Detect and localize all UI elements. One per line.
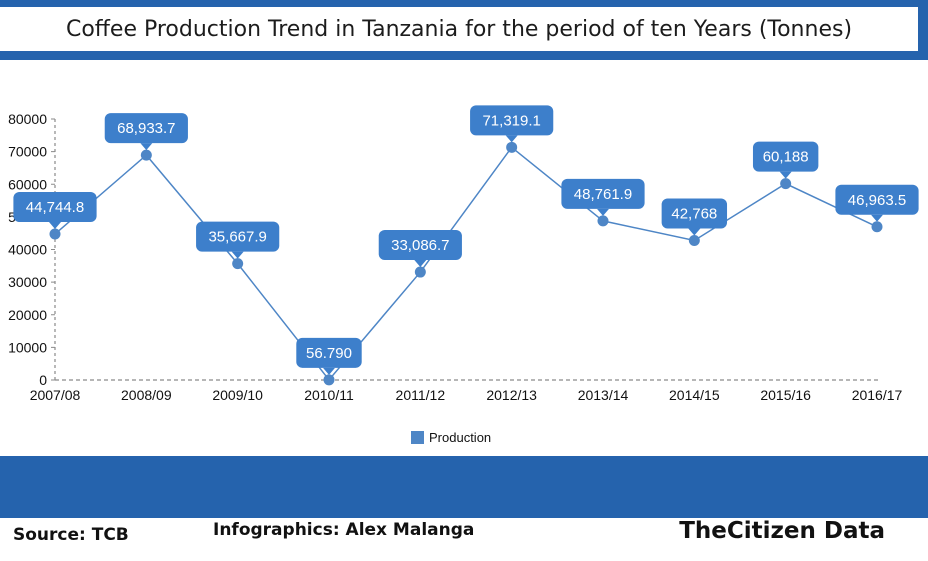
legend: Production — [411, 430, 491, 445]
chart-area: 0100002000030000400005000060000700008000… — [0, 60, 928, 456]
x-tick-label: 2010/11 — [304, 387, 354, 403]
data-point — [232, 258, 244, 270]
y-tick-label: 0 — [39, 372, 47, 388]
x-tick-label: 2014/15 — [669, 387, 720, 403]
data-label-text: 33,086.7 — [391, 237, 449, 254]
data-label-box — [661, 198, 728, 229]
x-tick-label: 2007/08 — [30, 387, 81, 403]
data-label-text: 56.790 — [306, 345, 352, 362]
x-tick-label: 2012/13 — [486, 387, 537, 403]
y-tick-label: 30000 — [8, 274, 47, 290]
data-label-box — [378, 230, 462, 261]
infographics-credit: Infographics: Alex Malanga — [213, 520, 475, 540]
data-label-text: 68,933.7 — [117, 120, 175, 137]
x-tick-label: 2008/09 — [121, 387, 172, 403]
data-point — [597, 215, 609, 227]
x-tick-label: 2016/17 — [852, 387, 903, 403]
data-label-pointer — [779, 171, 792, 179]
data-label-callout: 46,963.5 — [835, 184, 919, 222]
data-point — [414, 266, 426, 278]
data-label-callout: 56.790 — [296, 337, 362, 375]
data-label-callout: 42,768 — [661, 198, 728, 236]
data-label-callout: 60,188 — [752, 141, 819, 179]
data-points — [49, 141, 883, 386]
x-tick-label: 2015/16 — [760, 387, 811, 403]
title-bar: Coffee Production Trend in Tanzania for … — [0, 7, 918, 51]
x-tick-label: 2013/14 — [578, 387, 629, 403]
y-tick-label: 40000 — [8, 242, 47, 258]
data-label-pointer — [505, 135, 518, 143]
data-label-pointer — [323, 367, 335, 375]
data-label-text: 60,188 — [763, 149, 809, 166]
data-point — [688, 234, 700, 246]
chart-title: Coffee Production Trend in Tanzania for … — [65, 16, 853, 42]
brand-logo-text: TheCitizen Data — [679, 518, 885, 544]
data-label-pointer — [597, 208, 609, 216]
data-point — [780, 178, 792, 190]
data-label-callout: 71,319.1 — [470, 105, 554, 143]
data-label-pointer — [414, 260, 427, 268]
data-point — [871, 221, 883, 233]
data-label-box — [104, 113, 188, 144]
source-credit: Source: TCB — [13, 525, 129, 545]
legend-swatch — [411, 431, 424, 444]
data-point — [49, 228, 61, 240]
data-label-pointer — [140, 143, 153, 151]
data-label-callout: 48,761.9 — [561, 178, 645, 216]
data-label-text: 42,768 — [671, 205, 717, 222]
data-label-callout: 68,933.7 — [104, 113, 188, 151]
data-label-callout: 35,667.9 — [196, 221, 280, 259]
data-label-pointer — [231, 251, 244, 259]
data-label-box — [196, 221, 280, 252]
series-line — [54, 146, 878, 382]
y-tick-label: 70000 — [8, 144, 47, 160]
data-label-pointer — [688, 228, 701, 236]
data-label-box — [470, 105, 554, 136]
data-label-text: 71,319.1 — [482, 112, 540, 129]
bottom-band — [0, 456, 928, 518]
y-tick-label: 10000 — [8, 339, 47, 355]
y-tick-label: 20000 — [8, 307, 47, 323]
data-label-box — [296, 337, 362, 368]
production-line — [54, 146, 878, 382]
data-label-text: 46,963.5 — [848, 192, 906, 209]
data-label-pointer — [871, 214, 883, 222]
y-tick-label: 60000 — [8, 176, 47, 192]
x-tick-label: 2009/10 — [212, 387, 263, 403]
data-label-pointer — [49, 222, 61, 230]
data-labels: 44,744.8 68,933.7 35,667.9 56.790 33,086.7 71… — [13, 105, 919, 375]
data-label-text: 44,744.8 — [26, 199, 84, 216]
x-tick-label: 2011/12 — [396, 387, 446, 403]
data-label-callout: 33,086.7 — [378, 230, 462, 268]
data-label-box — [561, 178, 645, 209]
footer: Source: TCB Infographics: Alex Malanga T… — [0, 518, 928, 561]
line-chart: 0100002000030000400005000060000700008000… — [8, 105, 919, 445]
data-point — [323, 374, 335, 386]
data-label-box — [752, 141, 819, 172]
data-label-callout: 44,744.8 — [13, 192, 97, 230]
data-point — [140, 149, 152, 161]
data-label-text: 48,761.9 — [574, 186, 632, 203]
legend-label: Production — [429, 430, 491, 445]
data-label-text: 35,667.9 — [208, 229, 266, 246]
y-tick-label: 80000 — [8, 111, 47, 127]
data-point — [506, 141, 518, 153]
data-label-box — [13, 192, 97, 223]
data-label-box — [835, 184, 919, 215]
